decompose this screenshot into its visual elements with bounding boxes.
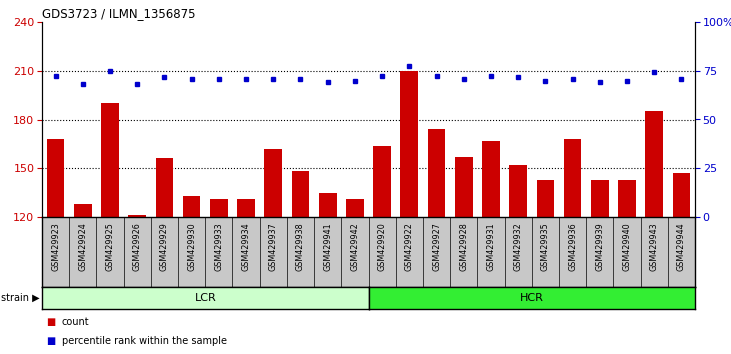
Bar [645, 112, 663, 217]
Text: GSM429930: GSM429930 [187, 222, 196, 270]
Text: LCR: LCR [194, 293, 216, 303]
Text: GSM429943: GSM429943 [650, 222, 659, 270]
Text: GSM429938: GSM429938 [296, 222, 305, 270]
Text: GSM429933: GSM429933 [214, 222, 224, 270]
Text: ■: ■ [45, 336, 55, 347]
Bar [537, 179, 554, 217]
Bar [74, 204, 91, 217]
Text: GSM429926: GSM429926 [133, 222, 142, 271]
Text: percentile rank within the sample: percentile rank within the sample [61, 336, 227, 347]
Text: GSM429944: GSM429944 [677, 222, 686, 270]
Text: HCR: HCR [520, 293, 544, 303]
Bar [510, 165, 527, 217]
Text: GSM429941: GSM429941 [323, 222, 332, 270]
Text: GSM429937: GSM429937 [269, 222, 278, 271]
Text: GSM429934: GSM429934 [241, 222, 251, 270]
Bar [618, 179, 636, 217]
Text: GSM429940: GSM429940 [623, 222, 632, 270]
Text: GSM429923: GSM429923 [51, 222, 60, 271]
Text: ■: ■ [45, 316, 55, 327]
Bar [428, 129, 445, 217]
Bar [183, 196, 200, 217]
Text: GSM429932: GSM429932 [514, 222, 523, 271]
Bar [156, 159, 173, 217]
Bar [455, 157, 472, 217]
Bar [673, 173, 690, 217]
Bar [47, 139, 64, 217]
Bar [374, 145, 391, 217]
Text: GSM429920: GSM429920 [378, 222, 387, 271]
Text: GSM429922: GSM429922 [405, 222, 414, 271]
Bar [591, 179, 609, 217]
Bar [564, 139, 581, 217]
Text: GSM429939: GSM429939 [595, 222, 605, 271]
Text: GSM429929: GSM429929 [160, 222, 169, 271]
Text: count: count [61, 316, 89, 327]
Bar [292, 171, 309, 217]
Bar [482, 141, 500, 217]
Text: GSM429931: GSM429931 [486, 222, 496, 270]
Bar [346, 199, 364, 217]
Text: GSM429925: GSM429925 [105, 222, 115, 271]
Bar [210, 199, 227, 217]
Text: GDS3723 / ILMN_1356875: GDS3723 / ILMN_1356875 [42, 7, 195, 20]
Bar [265, 149, 282, 217]
Bar [101, 103, 119, 217]
Text: GSM429927: GSM429927 [432, 222, 441, 271]
Bar [129, 215, 146, 217]
Text: GSM429936: GSM429936 [568, 222, 577, 270]
Text: GSM429924: GSM429924 [78, 222, 87, 271]
Text: GSM429935: GSM429935 [541, 222, 550, 271]
Text: GSM429942: GSM429942 [350, 222, 360, 271]
Text: GSM429928: GSM429928 [459, 222, 469, 271]
Text: strain ▶: strain ▶ [1, 293, 39, 303]
Bar [238, 199, 255, 217]
Bar [401, 71, 418, 217]
Bar [319, 193, 336, 217]
